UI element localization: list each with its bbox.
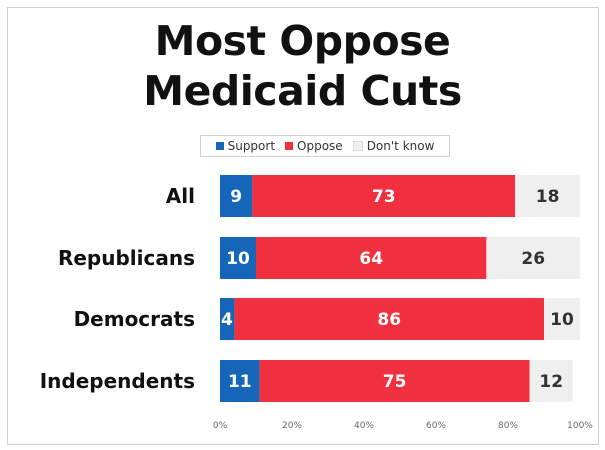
data-label-independents-don-t-know: 12 xyxy=(539,372,563,392)
bar-democrats-support xyxy=(220,298,235,340)
legend-item-dont-know: Don't know xyxy=(352,139,435,153)
category-label-all: All xyxy=(166,184,195,208)
bar-republicans-oppose xyxy=(256,237,487,279)
data-label-republicans-don-t-know: 26 xyxy=(521,249,545,269)
data-label-all-support: 9 xyxy=(230,187,242,207)
x-tick-label-4: 80% xyxy=(498,421,518,431)
bar-all-support xyxy=(220,175,253,217)
x-tick-label-1: 20% xyxy=(282,421,302,431)
bar-democrats-oppose xyxy=(234,298,544,340)
legend-swatch-dont-know xyxy=(352,141,363,151)
chart-legend: Support Oppose Don't know xyxy=(200,135,450,157)
x-tick-label-3: 60% xyxy=(426,421,446,431)
bar-all-don-t-know xyxy=(515,175,580,217)
title-line-1: Most Oppose xyxy=(154,17,451,65)
bar-democrats-don-t-know xyxy=(544,298,580,340)
data-label-democrats-support: 4 xyxy=(221,310,233,330)
bar-independents-don-t-know xyxy=(529,360,573,402)
data-label-independents-support: 11 xyxy=(228,372,252,392)
x-tick-label-5: 100% xyxy=(567,421,593,431)
legend-swatch-oppose xyxy=(285,142,294,150)
legend-label-oppose: Oppose xyxy=(297,139,343,153)
data-label-all-oppose: 73 xyxy=(372,187,396,207)
bar-all-oppose xyxy=(252,175,516,217)
category-label-republicans: Republicans xyxy=(58,246,195,270)
data-label-independents-oppose: 75 xyxy=(383,372,407,392)
bar-republicans-support xyxy=(220,237,256,279)
legend-swatch-support xyxy=(215,142,224,150)
bar-independents-support xyxy=(220,360,260,402)
data-label-democrats-oppose: 86 xyxy=(377,310,401,330)
chart-title: Most Oppose Medicaid Cuts xyxy=(0,16,605,116)
data-label-republicans-support: 10 xyxy=(226,249,250,269)
data-label-democrats-don-t-know: 10 xyxy=(550,310,574,330)
legend-item-oppose: Oppose xyxy=(285,139,343,153)
data-label-all-don-t-know: 18 xyxy=(536,187,560,207)
bar-independents-oppose xyxy=(259,360,530,402)
legend-item-support: Support xyxy=(215,139,276,153)
x-tick-label-2: 40% xyxy=(354,421,374,431)
category-label-democrats: Democrats xyxy=(74,307,195,331)
bar-republicans-don-t-know xyxy=(486,237,580,279)
category-label-independents: Independents xyxy=(40,369,195,393)
legend-label-support: Support xyxy=(227,139,276,153)
title-line-2: Medicaid Cuts xyxy=(143,67,462,115)
x-tick-label-0: 0% xyxy=(213,421,228,431)
data-label-republicans-oppose: 64 xyxy=(359,249,383,269)
legend-label-dont-know: Don't know xyxy=(366,139,435,153)
